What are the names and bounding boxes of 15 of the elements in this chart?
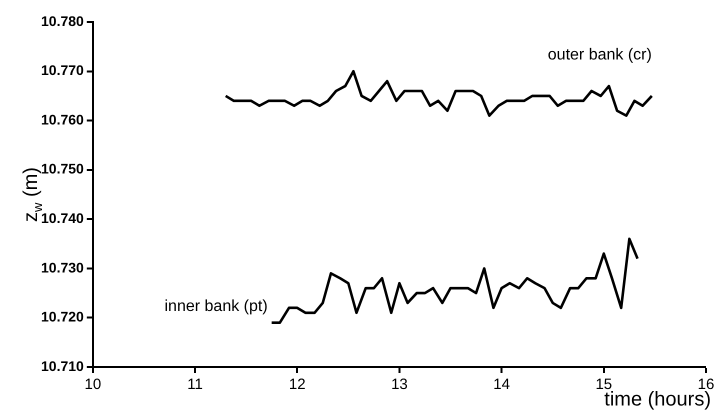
x-axis-title: time (hours): [604, 388, 711, 411]
y-tick-label: 10.780: [40, 12, 84, 29]
y-tick-label: 10.710: [40, 358, 84, 374]
y-tick-label: 10.760: [40, 111, 84, 128]
y-tick-label: 10.750: [40, 160, 84, 177]
x-tick-label: 14: [493, 376, 510, 394]
series-label: inner bank (pt): [164, 298, 268, 316]
x-tick-label: 13: [391, 376, 408, 394]
y-tick-label: 10.770: [40, 62, 84, 78]
text: outer bank (cr): [548, 46, 652, 64]
x-tick-label: 12: [288, 376, 306, 394]
y-tick-label: 10.730: [40, 259, 84, 276]
y-tick-label: 10.720: [40, 308, 84, 325]
x-tick-label: 11: [187, 376, 203, 394]
x-tick-label: 10: [84, 376, 102, 394]
